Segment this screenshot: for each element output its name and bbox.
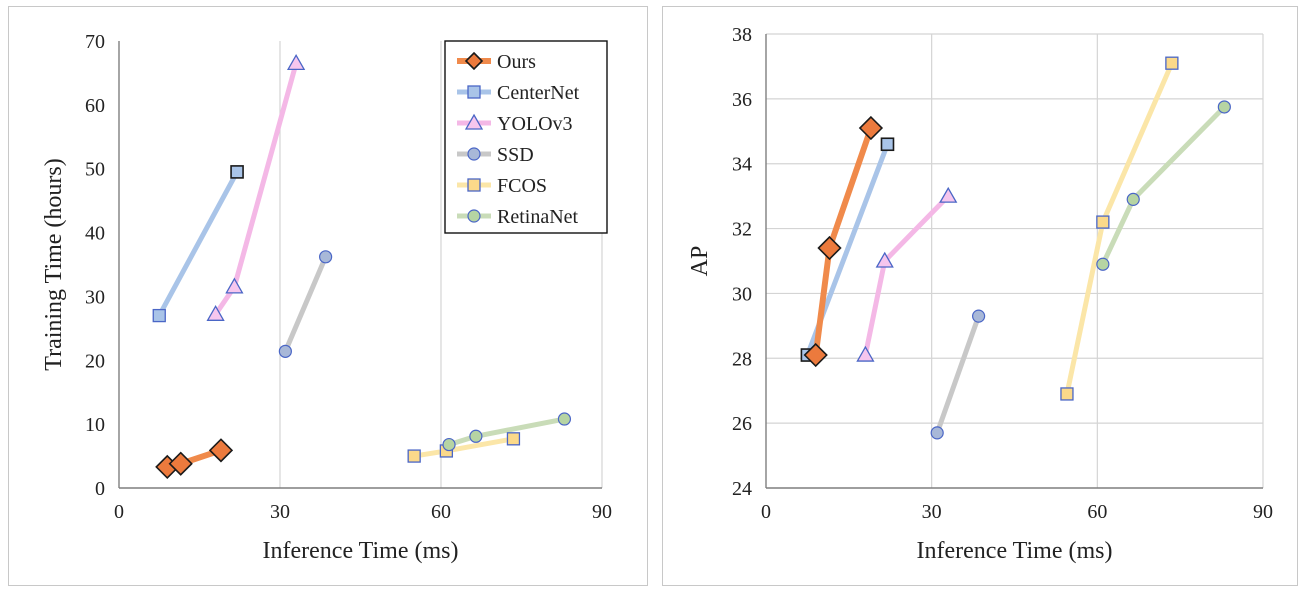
right-point-retinanet xyxy=(1217,100,1231,114)
left-point-fcos xyxy=(407,449,421,463)
legend-label-retinanet: RetinaNet xyxy=(497,206,579,228)
right-y-tick-label: 30 xyxy=(732,283,752,305)
left-y-tick-label: 40 xyxy=(85,223,105,245)
right-point-ssd xyxy=(972,309,986,323)
left-point-retinanet xyxy=(469,429,483,443)
left-point-ssd xyxy=(278,344,292,358)
right-y-axis-title: AP xyxy=(687,246,713,277)
right-point-ours xyxy=(858,115,884,141)
chart-left-training-time: 0 30 60 90 0 10 20 30 40 50 60 70 Inference Time (ms… xyxy=(8,6,648,586)
left-x-axis-title: Inference Time (ms) xyxy=(263,538,459,564)
legend-label-ssd: SSD xyxy=(497,144,534,166)
left-x-tick-label: 90 xyxy=(592,501,612,523)
left-point-ssd xyxy=(319,250,333,264)
left-point-yolov3 xyxy=(206,304,225,321)
legend-marker-ssd xyxy=(467,147,481,161)
left-point-retinanet xyxy=(557,412,572,426)
left-y-tick-label: 60 xyxy=(85,95,105,117)
right-point-fcos xyxy=(1096,215,1110,229)
left-point-centernet xyxy=(152,308,166,323)
legend-marker-fcos xyxy=(467,178,481,192)
right-x-tick-label: 30 xyxy=(922,501,942,523)
left-y-tick-label: 70 xyxy=(85,31,105,53)
right-y-tick-label: 36 xyxy=(732,89,752,111)
right-x-tick-label: 90 xyxy=(1253,501,1273,523)
chart-right-svg: 0 30 60 90 24 26 28 30 32 34 36 38 Inference Time (m… xyxy=(687,24,1273,564)
left-x-tick-label: 30 xyxy=(270,501,290,523)
right-series-line-yolov3 xyxy=(862,193,951,358)
left-point-yolov3 xyxy=(225,277,244,294)
right-point-yolov3 xyxy=(856,345,875,362)
right-y-tick-label: 24 xyxy=(732,478,752,500)
left-y-tick-label: 20 xyxy=(85,350,105,372)
left-y-tick-label: 30 xyxy=(85,286,105,308)
left-x-tick-label: 60 xyxy=(431,501,451,523)
right-point-ours xyxy=(817,235,842,261)
right-y-tick-label: 32 xyxy=(732,219,752,241)
chart-left-svg: 0 30 60 90 0 10 20 30 40 50 60 70 Inference Time (ms… xyxy=(41,31,612,564)
right-x-axis-title: Inference Time (ms) xyxy=(917,538,1113,564)
left-series-line-ssd xyxy=(282,254,329,354)
left-y-tick-label: 0 xyxy=(95,478,105,500)
legend-marker-retinanet xyxy=(467,209,481,223)
right-y-tick-label: 28 xyxy=(732,348,752,370)
legend-label-yolov3: YOLOv3 xyxy=(497,113,573,135)
legend-label-centernet: CenterNet xyxy=(497,82,580,104)
right-point-fcos xyxy=(1165,56,1179,70)
right-y-tick-label: 38 xyxy=(732,24,752,46)
left-point-retinanet xyxy=(442,437,456,452)
left-y-axis-title: Training Time (hours) xyxy=(41,158,67,370)
right-point-centernet xyxy=(880,137,895,152)
left-legend-box xyxy=(444,40,608,234)
left-point-centernet xyxy=(230,165,244,179)
right-series-line-ssd xyxy=(934,313,982,436)
right-point-ours xyxy=(803,342,828,368)
left-x-tick-label: 0 xyxy=(114,501,124,523)
right-x-tick-label: 0 xyxy=(761,501,771,523)
left-legend: Ours CenterNet YOLOv3 SSD FCOS RetinaNet xyxy=(444,40,608,234)
legend-marker-centernet xyxy=(467,85,481,99)
legend-label-ours: Ours xyxy=(497,51,536,73)
right-point-ssd xyxy=(930,426,944,440)
legend-marker-ours xyxy=(464,51,484,71)
left-point-fcos xyxy=(506,432,521,446)
left-point-yolov3 xyxy=(286,54,306,70)
right-grid xyxy=(766,33,1264,488)
left-y-tick-label: 10 xyxy=(85,414,105,436)
right-point-yolov3 xyxy=(939,186,958,203)
right-point-fcos xyxy=(1060,387,1074,401)
right-y-tick-label: 34 xyxy=(732,154,752,176)
right-point-retinanet xyxy=(1096,257,1110,271)
right-point-retinanet xyxy=(1126,192,1140,206)
right-point-yolov3 xyxy=(875,251,894,268)
legend-marker-yolov3 xyxy=(464,113,484,130)
right-y-tick-label: 26 xyxy=(732,413,752,435)
left-series-line-centernet xyxy=(156,169,240,319)
right-x-tick-label: 60 xyxy=(1087,501,1107,523)
left-point-ours xyxy=(168,451,193,476)
left-point-ours xyxy=(208,438,234,463)
chart-right-ap: 0 30 60 90 24 26 28 30 32 34 36 38 Inference Time (m… xyxy=(662,6,1298,586)
left-y-tick-label: 50 xyxy=(85,159,105,181)
legend-label-fcos: FCOS xyxy=(497,175,547,197)
